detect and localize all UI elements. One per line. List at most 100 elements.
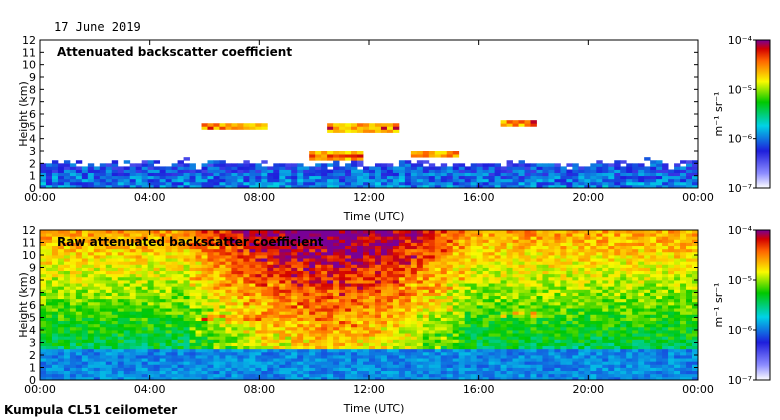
heatmap-cell <box>303 370 310 375</box>
heatmap-cell <box>117 230 125 234</box>
heatmap-cell <box>476 295 484 300</box>
heatmap-cell <box>386 245 394 250</box>
heatmap-cell <box>542 181 549 186</box>
heatmap-cell <box>291 230 298 234</box>
heatmap-cell <box>464 172 472 177</box>
heatmap-cell <box>458 342 466 347</box>
heatmap-cell <box>518 280 525 284</box>
heatmap-cell <box>219 172 226 177</box>
heatmap-cell <box>488 163 496 167</box>
heatmap-cell <box>303 258 310 262</box>
heatmap-cell <box>428 166 436 170</box>
heatmap-cell <box>440 355 448 359</box>
heatmap-cell <box>285 267 292 272</box>
heatmap-cell <box>357 255 364 259</box>
heatmap-cell <box>219 280 226 284</box>
heatmap-cell <box>518 286 525 290</box>
heatmap-cell <box>315 166 322 170</box>
heatmap-cell <box>141 370 149 375</box>
heatmap-cell <box>500 175 507 180</box>
heatmap-cell <box>255 242 262 247</box>
heatmap-cell <box>452 245 460 250</box>
heatmap-cell <box>339 178 346 183</box>
heatmap-cell <box>446 151 454 155</box>
heatmap-cell <box>321 367 328 372</box>
heatmap-cell <box>386 298 394 303</box>
heatmap-cell <box>45 320 53 325</box>
heatmap-cell <box>219 261 226 265</box>
heatmap-cell <box>225 336 232 340</box>
heatmap-cell <box>309 184 316 189</box>
heatmap-cell <box>225 178 232 183</box>
heatmap-cell <box>40 311 47 315</box>
heatmap-cell <box>243 276 250 281</box>
heatmap-cell <box>51 267 59 272</box>
heatmap-cell <box>446 289 454 293</box>
heatmap-cell <box>93 286 101 290</box>
heatmap-cell <box>183 355 190 359</box>
heatmap-cell <box>291 264 298 268</box>
heatmap-cell <box>105 172 113 177</box>
heatmap-cell <box>488 308 496 312</box>
heatmap-cell <box>63 286 71 290</box>
heatmap-cell <box>482 342 490 347</box>
heatmap-cell <box>440 348 448 353</box>
heatmap-cell <box>243 286 250 290</box>
heatmap-cell <box>225 333 232 337</box>
heatmap-cell <box>458 295 466 300</box>
heatmap-cell <box>285 364 292 368</box>
heatmap-cell <box>315 305 322 309</box>
heatmap-cell <box>327 239 334 243</box>
heatmap-cell <box>99 376 107 381</box>
heatmap-cell <box>279 295 286 300</box>
heatmap-cell <box>303 361 310 365</box>
heatmap-cell <box>369 166 376 170</box>
heatmap-cell <box>87 367 95 372</box>
heatmap-cell <box>386 289 394 293</box>
heatmap-cell <box>243 160 250 164</box>
heatmap-cell <box>177 286 184 290</box>
heatmap-cell <box>506 169 513 173</box>
heatmap-cell <box>333 258 340 262</box>
heatmap-cell <box>345 364 352 368</box>
heatmap-cell <box>512 308 519 312</box>
heatmap-cell <box>123 270 131 275</box>
heatmap-cell <box>249 367 256 372</box>
heatmap-cell <box>327 123 334 127</box>
heatmap-cell <box>111 160 119 164</box>
heatmap-cell <box>279 355 286 359</box>
heatmap-cell <box>165 355 172 359</box>
heatmap-cell <box>40 333 47 337</box>
heatmap-cell <box>572 181 579 186</box>
heatmap-cell <box>500 184 507 189</box>
heatmap-cell <box>40 323 47 328</box>
heatmap-cell <box>237 261 244 265</box>
heatmap-cell <box>45 373 53 378</box>
heatmap-cell <box>327 126 334 130</box>
heatmap-cell <box>470 292 478 297</box>
heatmap-cell <box>93 301 101 306</box>
heatmap-cell <box>195 308 202 312</box>
heatmap-cell <box>261 317 268 322</box>
heatmap-cell <box>195 339 202 343</box>
heatmap-cell <box>243 178 250 183</box>
heatmap-cell <box>626 175 633 180</box>
heatmap-cell <box>494 270 501 275</box>
heatmap-cell <box>75 181 83 186</box>
heatmap-cell <box>69 364 77 368</box>
heatmap-cell <box>111 166 119 170</box>
heatmap-cell <box>452 178 460 183</box>
heatmap-cell <box>45 298 53 303</box>
heatmap-cell <box>321 298 328 303</box>
heatmap-cell <box>333 326 340 331</box>
heatmap-cell <box>201 270 208 275</box>
heatmap-cell <box>374 280 382 284</box>
heatmap-cell <box>225 184 232 189</box>
heatmap-cell <box>153 308 161 312</box>
heatmap-cell <box>315 264 322 268</box>
heatmap-cell <box>165 345 172 350</box>
heatmap-cell <box>351 373 358 378</box>
heatmap-cell <box>410 276 418 281</box>
heatmap-cell <box>476 370 484 375</box>
heatmap-cell <box>518 258 525 262</box>
